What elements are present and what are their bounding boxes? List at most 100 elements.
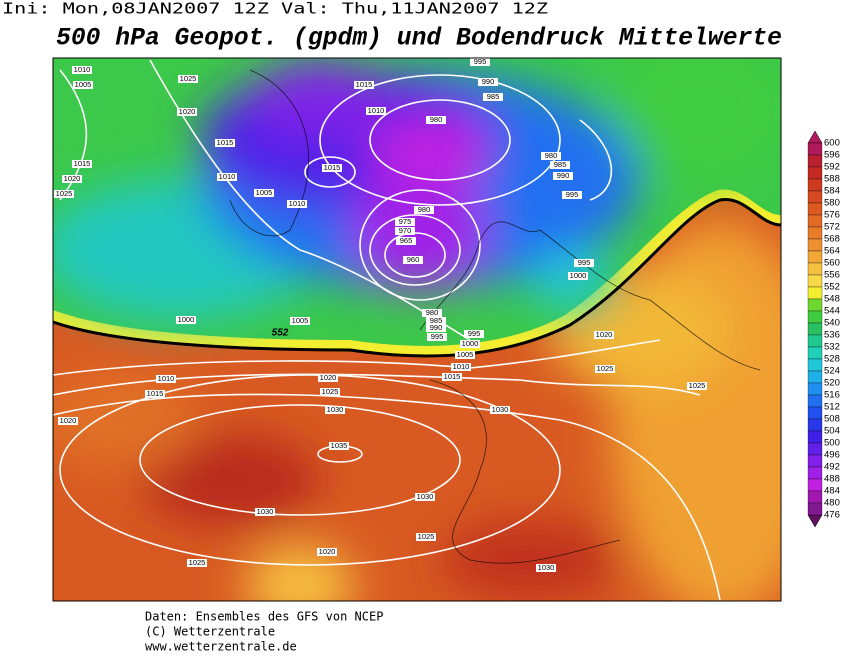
isobar-label: 985	[487, 92, 500, 101]
footer-line: Daten: Ensembles des GFS von NCEP	[145, 610, 383, 624]
isobar-label: 995	[578, 258, 591, 267]
label-box	[325, 406, 345, 414]
label-box	[553, 172, 573, 180]
legend-swatch	[807, 454, 823, 468]
isobar-label: 1035	[331, 441, 348, 450]
legend-swatch	[807, 406, 823, 420]
legend-swatch	[807, 310, 823, 324]
isobar-label: 1025	[180, 74, 197, 83]
label-box	[176, 316, 196, 324]
footer-line: (C) Wetterzentrale	[145, 625, 275, 639]
legend-swatch	[807, 298, 823, 312]
isobar-label: 1025	[689, 381, 706, 390]
legend-label: 496	[824, 450, 840, 461]
legend-swatch	[807, 286, 823, 300]
label-box	[426, 116, 446, 124]
legend-swatch	[807, 226, 823, 240]
label-box	[536, 564, 556, 572]
isobar-label: 1005	[75, 80, 92, 89]
legend-swatch	[807, 178, 823, 192]
label-box	[145, 390, 165, 398]
legend-swatch	[807, 502, 823, 516]
isobar-label: 1010	[368, 106, 385, 115]
isobar-label: 1000	[462, 339, 479, 348]
isobar-label: 965	[400, 236, 413, 245]
legend-label: 588	[824, 174, 840, 185]
label-box	[329, 442, 349, 450]
isobar-label: 1020	[64, 174, 81, 183]
isobar-label: 985	[554, 160, 567, 169]
legend-swatch	[807, 430, 823, 444]
isobar-label: 1005	[457, 350, 474, 359]
isobar-label: 985	[430, 316, 443, 325]
isobar-label: 1010	[453, 362, 470, 371]
legend-label: 556	[824, 270, 840, 281]
label-box	[217, 173, 237, 181]
label-box	[422, 309, 442, 317]
isobar-label: 1025	[189, 558, 206, 567]
map-frame	[52, 57, 782, 602]
label-box	[595, 365, 615, 373]
isobar-label: 990	[430, 323, 443, 332]
legend-swatch	[807, 214, 823, 228]
label-box	[290, 317, 310, 325]
legend-label: 568	[824, 234, 840, 245]
isobar-label: 1020	[179, 107, 196, 116]
isobar-label: 1010	[158, 374, 175, 383]
label-box	[318, 374, 338, 382]
legend-label: 504	[824, 426, 840, 437]
legend-label: 492	[824, 462, 840, 473]
isobar-label: 1030	[538, 563, 555, 572]
label-box	[395, 218, 415, 226]
isobar-label: 1015	[217, 138, 234, 147]
label-box	[414, 206, 434, 214]
isobar-label: 1020	[319, 547, 336, 556]
isobar-label: 1020	[60, 416, 77, 425]
label-box	[156, 375, 176, 383]
label-box	[366, 107, 386, 115]
legend-label: 512	[824, 402, 840, 413]
label-box	[426, 317, 446, 325]
label-box	[541, 152, 561, 160]
label-box	[483, 93, 503, 101]
isobar-label: 1025	[597, 364, 614, 373]
label-box	[490, 406, 510, 414]
label-box	[416, 533, 436, 541]
legend-label: 476	[824, 510, 840, 521]
isobar-label: 1010	[74, 65, 91, 74]
label-box	[395, 227, 415, 235]
map-title: 500 hPa Geopot. (gpdm) und Bodendruck Mi…	[56, 24, 782, 53]
legend-swatch	[807, 238, 823, 252]
legend-label: 532	[824, 342, 840, 353]
legend-label: 520	[824, 378, 840, 389]
legend-swatch	[807, 334, 823, 348]
legend-label: 544	[824, 306, 840, 317]
isobar-label: 1010	[219, 172, 236, 181]
contour-label: 552	[272, 328, 289, 339]
label-box	[464, 330, 484, 338]
isobar-label: 1030	[417, 492, 434, 501]
legend-label: 564	[824, 246, 840, 257]
label-box	[320, 388, 340, 396]
legend-label: 528	[824, 354, 840, 365]
label-box	[470, 58, 490, 66]
legend-swatch	[807, 190, 823, 204]
isobar-labels: 1010100510251020101510101005101010151015…	[54, 57, 707, 572]
label-box	[568, 272, 588, 280]
isobar-label: 1005	[256, 188, 273, 197]
label-box	[354, 81, 374, 89]
isobar-label: 1000	[178, 315, 195, 324]
isobar-label: 980	[430, 115, 443, 124]
legend-swatch	[807, 394, 823, 408]
legend-arrow	[807, 514, 823, 528]
legend-swatch	[807, 418, 823, 432]
legend-label: 592	[824, 162, 840, 173]
label-box	[72, 160, 92, 168]
label-box	[72, 66, 92, 74]
isobar-label: 1030	[327, 405, 344, 414]
isobar-label: 1005	[292, 316, 309, 325]
legend-swatch	[807, 382, 823, 396]
legend-swatch	[807, 202, 823, 216]
label-box	[254, 189, 274, 197]
legend-label: 596	[824, 150, 840, 161]
